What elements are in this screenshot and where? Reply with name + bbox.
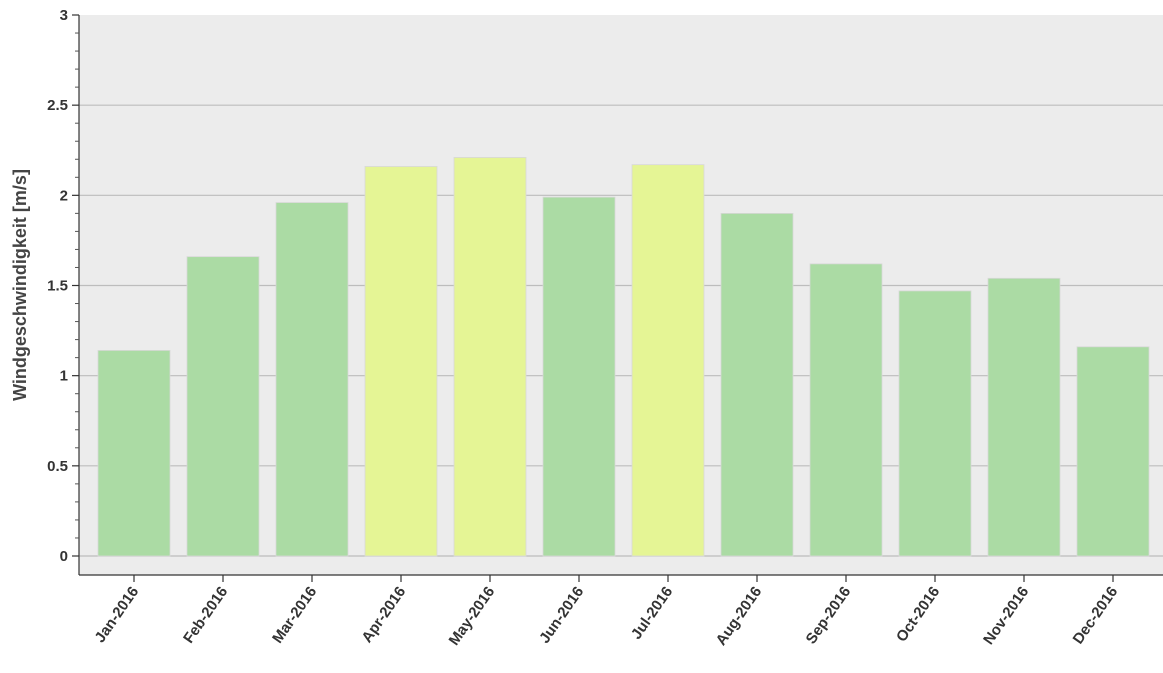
x-tick-label: Mar-2016 [269,584,320,647]
x-axis: Jan-2016 Feb-2016 Mar-2016 Apr-2016 May-2016… [79,574,1163,649]
bar-feb-2016 [186,256,260,557]
bar-sep-2016 [809,263,883,557]
y-tick-label: 2 [60,187,68,204]
x-tick-label: Nov-2016 [980,584,1032,648]
x-tick-label: Jun-2016 [536,584,587,647]
bar-jun-2016 [542,196,616,557]
bar-mar-2016 [275,202,349,557]
bar-dec-2016 [1076,346,1150,557]
bar-oct-2016 [898,290,972,557]
x-tick-label: Oct-2016 [893,584,943,646]
plot-background [79,15,1163,575]
y-tick-label: 1.5 [47,278,68,295]
bar-nov-2016 [987,277,1061,557]
x-tick-label: Jan-2016 [92,584,143,646]
y-axis-title: Windgeschwindigkeit [m/s] [10,169,30,401]
gridlines [79,104,1163,557]
bar-apr-2016 [364,166,438,557]
y-tick-label: 0 [60,548,68,565]
x-tick-label: Aug-2016 [713,584,766,649]
bar-jul-2016 [631,164,705,557]
y-axis: 0 0.5 1 1.5 2 2.5 3 [47,7,80,575]
x-tick-label: Apr-2016 [359,584,410,646]
x-tick-label: May-2016 [446,584,499,649]
y-tick-label: 3 [60,7,68,24]
bars [97,157,1150,557]
bar-jan-2016 [97,350,171,557]
x-tick-label: Dec-2016 [1070,584,1122,648]
bar-may-2016 [453,157,527,557]
bar-aug-2016 [720,212,794,557]
y-tick-label: 2.5 [47,97,68,114]
x-tick-label: Sep-2016 [803,584,855,648]
x-tick-label: Feb-2016 [180,584,231,647]
y-tick-label: 0.5 [47,458,68,475]
x-tick-label: Jul-2016 [628,584,676,643]
y-tick-label: 1 [60,368,68,385]
